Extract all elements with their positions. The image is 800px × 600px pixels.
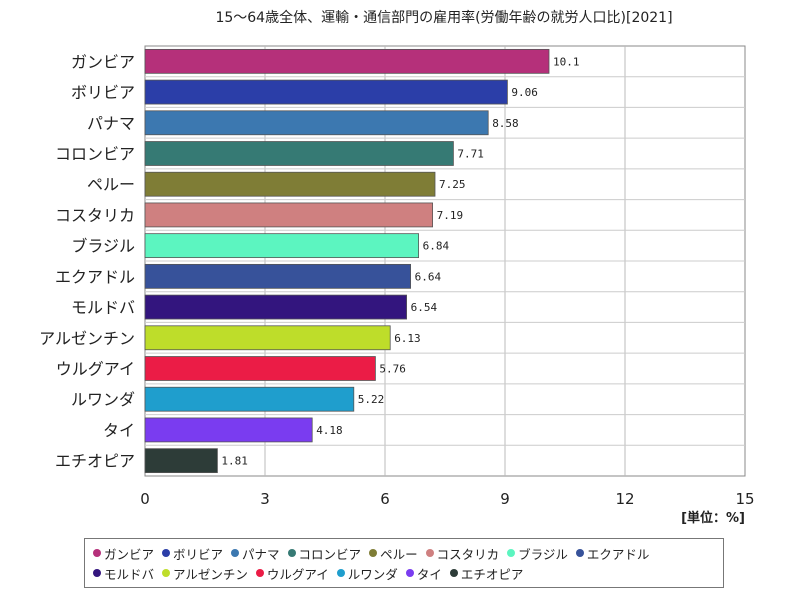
legend-label: コスタリカ bbox=[436, 546, 500, 562]
legend-entry: コスタリカ bbox=[425, 543, 500, 563]
legend-label: ペルー bbox=[380, 546, 418, 562]
legend-swatch bbox=[449, 569, 458, 577]
data-label: 6.54 bbox=[411, 301, 438, 314]
data-label: 4.18 bbox=[316, 424, 343, 437]
data-label: 5.22 bbox=[358, 393, 385, 406]
legend-label: エチオピア bbox=[460, 566, 524, 582]
legend-swatch bbox=[405, 569, 414, 577]
unit-label: [単位：%] bbox=[681, 510, 745, 526]
data-label: 6.13 bbox=[394, 332, 421, 345]
legend-swatch bbox=[255, 569, 264, 577]
x-tick-label: 3 bbox=[260, 490, 270, 508]
legend-label: ボリビア bbox=[173, 546, 224, 562]
category-label: ボリビア bbox=[71, 83, 135, 102]
legend-entry: アルゼンチン bbox=[162, 563, 248, 583]
legend-label: エクアドル bbox=[586, 546, 650, 562]
category-label: エチオピア bbox=[55, 452, 135, 471]
bar bbox=[144, 325, 391, 351]
legend-swatch bbox=[287, 549, 296, 557]
legend-swatch bbox=[425, 549, 434, 557]
x-tick-label: 9 bbox=[500, 490, 510, 508]
category-label: ルワンダ bbox=[71, 390, 135, 409]
data-label: 8.58 bbox=[492, 117, 519, 130]
x-tick-label: 0 bbox=[140, 490, 150, 508]
data-label: 1.81 bbox=[221, 455, 248, 468]
x-tick-label: 15 bbox=[735, 490, 754, 508]
legend-entry: エクアドル bbox=[575, 543, 650, 563]
data-label: 7.71 bbox=[457, 148, 484, 161]
data-label: 5.76 bbox=[379, 363, 406, 376]
legend-entry: パナマ bbox=[231, 543, 280, 563]
plot-area: 0 3 6 9 12 15 ガンビア 10.1 ボリビア 9.06 パナマ 8.58 コロンビア 7.71… bbox=[39, 45, 755, 508]
data-label: 6.64 bbox=[415, 270, 442, 283]
category-label: パナマ bbox=[87, 114, 135, 133]
bar bbox=[144, 171, 436, 197]
legend-entry: ペルー bbox=[369, 543, 418, 563]
legend-label: ブラジル bbox=[518, 546, 568, 562]
legend-label: コロンビア bbox=[298, 546, 362, 562]
legend-entry: モルドバ bbox=[93, 563, 154, 583]
bar bbox=[144, 233, 420, 259]
legend-swatch bbox=[369, 549, 378, 557]
legend-swatch bbox=[336, 569, 345, 577]
legend-label: ルワンダ bbox=[347, 566, 398, 582]
legend-label: ウルグアイ bbox=[266, 566, 329, 582]
legend-swatch bbox=[162, 549, 171, 557]
category-label: タイ bbox=[103, 421, 135, 440]
legend: ガンビア ボリビア パナマ コロンビア ペルー コスタリカ ブラジル エクアドルモルドバ アルゼ… bbox=[84, 538, 724, 588]
legend-label: パナマ bbox=[242, 546, 280, 562]
legend-label: アルゼンチン bbox=[173, 566, 248, 582]
bar bbox=[144, 79, 508, 105]
x-tick-label: 12 bbox=[615, 490, 634, 508]
bar bbox=[144, 356, 376, 381]
category-label: コスタリカ bbox=[55, 206, 135, 225]
data-label: 9.06 bbox=[511, 86, 538, 99]
bar bbox=[144, 448, 218, 474]
bar bbox=[144, 48, 550, 74]
legend-entry: ガンビア bbox=[93, 543, 154, 563]
bar bbox=[144, 263, 412, 289]
chart-title: 15〜64歳全体、運輸・通信部門の雇用率(労働年齢の就労人口比)[2021] bbox=[215, 9, 672, 26]
legend-entry: エチオピア bbox=[449, 563, 524, 583]
legend-entry: ウルグアイ bbox=[255, 563, 329, 583]
x-tick-label: 6 bbox=[380, 490, 390, 508]
bar bbox=[144, 417, 313, 443]
legend-entry: コロンビア bbox=[287, 543, 362, 563]
bar bbox=[144, 202, 434, 228]
category-label: エクアドル bbox=[55, 267, 135, 286]
legend-swatch bbox=[93, 569, 101, 577]
legend-entry: ブラジル bbox=[507, 543, 568, 563]
category-label: ガンビア bbox=[71, 52, 135, 71]
category-label: コロンビア bbox=[55, 145, 135, 164]
bar bbox=[144, 386, 355, 412]
data-label: 7.19 bbox=[437, 209, 464, 222]
legend-swatch bbox=[507, 549, 516, 557]
legend-swatch bbox=[231, 549, 240, 557]
legend-swatch bbox=[162, 569, 171, 577]
bar bbox=[144, 110, 489, 136]
category-label: ウルグアイ bbox=[56, 360, 135, 379]
data-label: 7.25 bbox=[439, 178, 466, 191]
category-label: アルゼンチン bbox=[39, 329, 135, 348]
legend-entry: ボリビア bbox=[162, 543, 223, 563]
category-label: ブラジル bbox=[71, 237, 135, 256]
legend-entry: タイ bbox=[405, 563, 442, 583]
data-label: 6.84 bbox=[423, 240, 450, 253]
bar bbox=[144, 141, 454, 166]
legend-label: ガンビア bbox=[104, 546, 155, 562]
category-label: ペルー bbox=[87, 175, 135, 194]
legend-label: モルドバ bbox=[104, 566, 155, 582]
legend-entry: ルワンダ bbox=[336, 563, 398, 583]
legend-swatch bbox=[93, 549, 101, 557]
category-label: モルドバ bbox=[71, 298, 135, 317]
data-label: 10.1 bbox=[553, 55, 580, 68]
bar bbox=[144, 294, 408, 320]
legend-label: タイ bbox=[416, 566, 442, 582]
legend-swatch bbox=[575, 549, 584, 557]
